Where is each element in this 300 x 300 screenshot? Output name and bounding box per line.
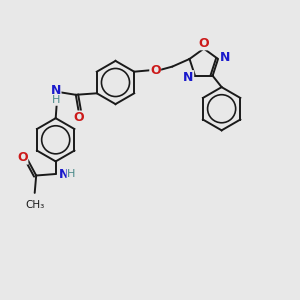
Text: O: O [199, 37, 209, 50]
Text: H: H [52, 95, 60, 105]
Text: CH₃: CH₃ [25, 200, 44, 209]
Text: N: N [59, 167, 69, 181]
Text: H: H [67, 169, 76, 179]
Text: N: N [220, 51, 230, 64]
Text: N: N [50, 84, 61, 97]
Text: O: O [74, 111, 84, 124]
Text: N: N [183, 71, 194, 84]
Text: O: O [17, 151, 28, 164]
Text: O: O [150, 64, 160, 77]
